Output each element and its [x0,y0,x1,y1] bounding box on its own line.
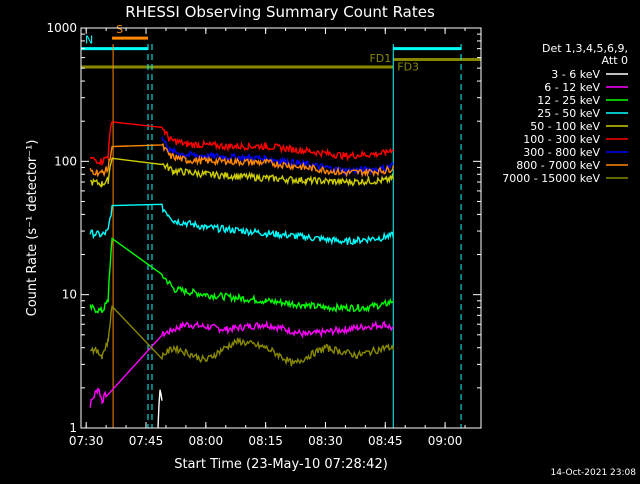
legend-label-3: 25 - 50 keV [537,107,600,120]
legend-label-0: 3 - 6 keV [551,68,600,81]
chart-title: RHESSI Observing Summary Count Rates [125,3,435,21]
flag-label-2: FD1 [369,52,391,65]
x-tick-label-0: 07:30 [69,434,104,448]
series-line-0 [157,389,163,429]
y-axis-ticks: 1 10 100 1000 [46,21,481,435]
legend-header-line-1: Det 1,3,4,5,6,9, [542,42,628,55]
series-line-4 [89,157,394,188]
x-tick-label-5: 08:45 [368,434,403,448]
vertical-lines-layer [80,44,462,428]
y-tick-label-3: 1000 [46,21,77,35]
x-axis-label: Start Time (23-May-10 07:28:42) [174,457,388,472]
legend-label-5: 100 - 300 keV [523,133,600,146]
y-tick-label-0: 1 [69,421,77,435]
y-axis-label: Count Rate (s⁻¹ detector⁻¹) [25,140,40,317]
legend-label-7: 800 - 7000 keV [516,159,600,172]
flag-label-1: N [85,34,93,47]
x-tick-label-6: 09:00 [428,434,463,448]
series-layer [89,121,394,429]
legend-label-6: 300 - 800 keV [523,146,600,159]
flag-label-0: S [116,23,123,36]
series-line-8 [90,304,394,367]
series-line-7 [89,142,394,178]
legend-label-8: 7000 - 15000 keV [502,172,600,185]
series-line-5 [89,121,394,167]
flags-layer: S N FD1 FD3 [81,23,481,74]
y-tick-label-2: 100 [54,154,77,168]
footer-timestamp: 14-Oct-2021 23:08 [551,468,637,478]
x-tick-label-4: 08:30 [308,434,343,448]
y-tick-label-1: 10 [62,288,77,302]
x-tick-label-3: 08:15 [248,434,283,448]
x-tick-label-1: 07:45 [129,434,164,448]
x-axis-ticks: 07:30 07:45 08:00 08:15 08:30 08:45 09:00 [69,28,466,448]
legend-label-4: 50 - 100 keV [530,120,600,133]
flag-label-3: FD3 [397,61,419,74]
series-line-2 [89,237,394,314]
plot-frame [80,27,482,429]
series-line-3 [89,203,394,246]
legend-label-2: 12 - 25 keV [537,94,600,107]
series-line-1 [89,319,394,408]
legend-header-line-2: Att 0 [602,54,628,67]
legend-label-1: 6 - 12 keV [544,81,600,94]
x-tick-label-2: 08:00 [189,434,224,448]
